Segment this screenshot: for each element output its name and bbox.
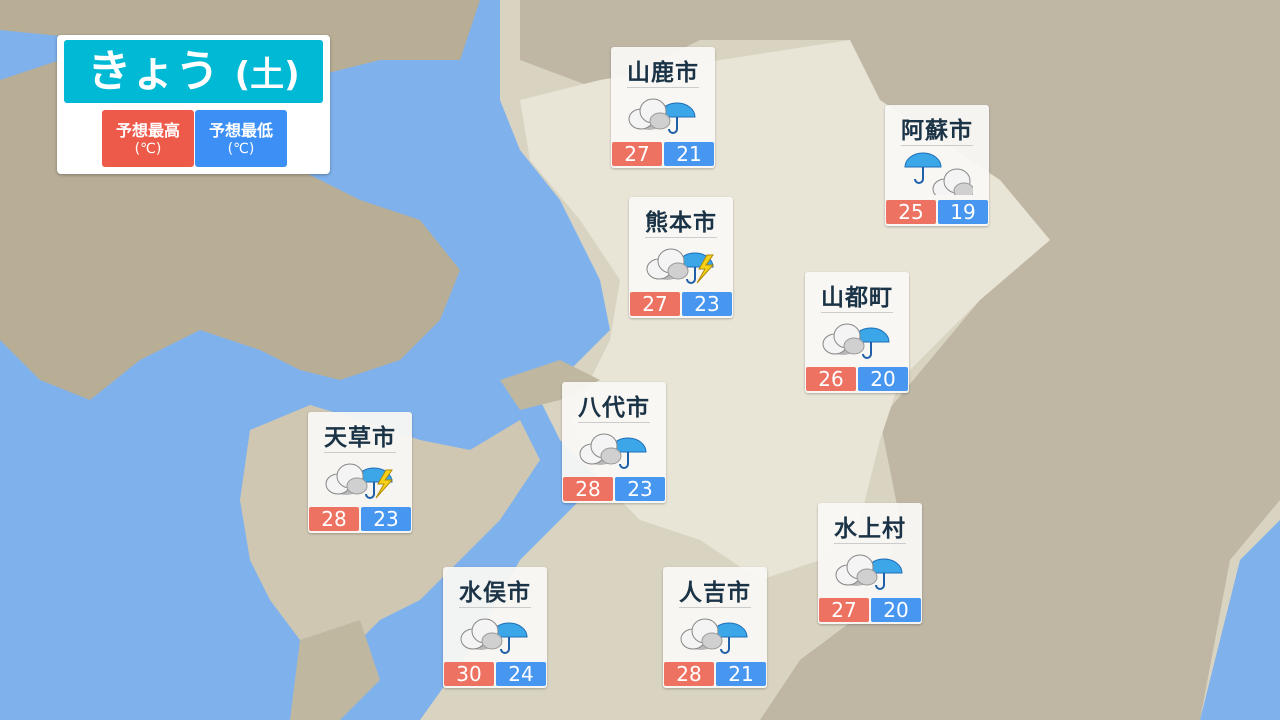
city-forecast-card: 水俣市 30 24 [443,567,547,688]
low-temp: 21 [664,142,714,166]
divider [821,312,893,313]
cloud-then-rain-icon [680,618,748,654]
high-temp: 30 [444,662,494,686]
city-name: 水俣市 [459,580,531,606]
divider [324,452,396,453]
high-temp: 28 [563,477,613,501]
cloud-then-rain-icon [835,554,903,590]
cloud-then-rain-icon [822,323,890,359]
legend-low: 予想最低 (℃) [195,110,287,167]
city-name: 山鹿市 [627,60,699,86]
city-name: 阿蘇市 [901,118,973,144]
divider [679,607,751,608]
city-name: 八代市 [578,395,650,421]
divider [834,543,906,544]
divider [459,607,531,608]
city-name: 山都町 [821,285,893,311]
cloud-then-rain-icon [460,618,528,654]
high-temp: 26 [806,367,856,391]
cloud-then-rain-icon [579,433,647,469]
low-temp: 20 [871,598,921,622]
low-label: 予想最低 [208,121,273,140]
city-forecast-card: 山都町 26 20 [805,272,909,393]
low-unit: (℃) [227,141,255,157]
cloud-then-rain-icon [628,98,696,134]
low-temp: 24 [496,662,546,686]
high-temp: 28 [309,507,359,531]
low-temp: 23 [682,292,732,316]
divider [578,422,650,423]
land-islands [290,360,600,720]
city-name: 天草市 [324,425,396,451]
city-name: 人吉市 [679,580,751,606]
low-temp: 23 [361,507,411,531]
city-forecast-card: 山鹿市 27 21 [611,47,715,168]
low-temp: 20 [858,367,908,391]
city-forecast-card: 八代市 28 23 [562,382,666,503]
cloud-then-rain-thunder-icon [325,463,393,499]
high-label: 予想最高 [115,121,180,140]
city-forecast-card: 水上村 27 20 [818,503,922,624]
date-label: きょう (土) [64,40,323,103]
high-temp: 27 [819,598,869,622]
day-text: きょう [87,46,220,97]
rain-then-cloud-icon [904,152,973,195]
high-temp: 28 [664,662,714,686]
high-temp: 27 [630,292,680,316]
high-temp: 27 [612,142,662,166]
divider [901,145,973,146]
low-temp: 19 [938,200,988,224]
high-unit: (℃) [134,141,162,157]
land-mountains [520,0,1280,720]
city-forecast-card: 天草市 28 23 [308,412,412,533]
weekday-text: (土) [234,55,300,95]
divider [627,87,699,88]
divider [645,237,717,238]
city-name: 熊本市 [645,210,717,236]
low-temp: 23 [615,477,665,501]
city-forecast-card: 人吉市 28 21 [663,567,767,688]
low-temp: 21 [716,662,766,686]
city-forecast-card: 熊本市 27 23 [629,197,733,318]
city-name: 水上村 [834,516,906,542]
cloud-then-rain-thunder-icon [646,248,714,284]
legend-high: 予想最高 (℃) [102,110,194,167]
city-forecast-card: 阿蘇市 25 19 [885,105,989,226]
legend-panel: きょう (土) 予想最高 (℃) 予想最低 (℃) [57,35,330,174]
high-temp: 25 [886,200,936,224]
